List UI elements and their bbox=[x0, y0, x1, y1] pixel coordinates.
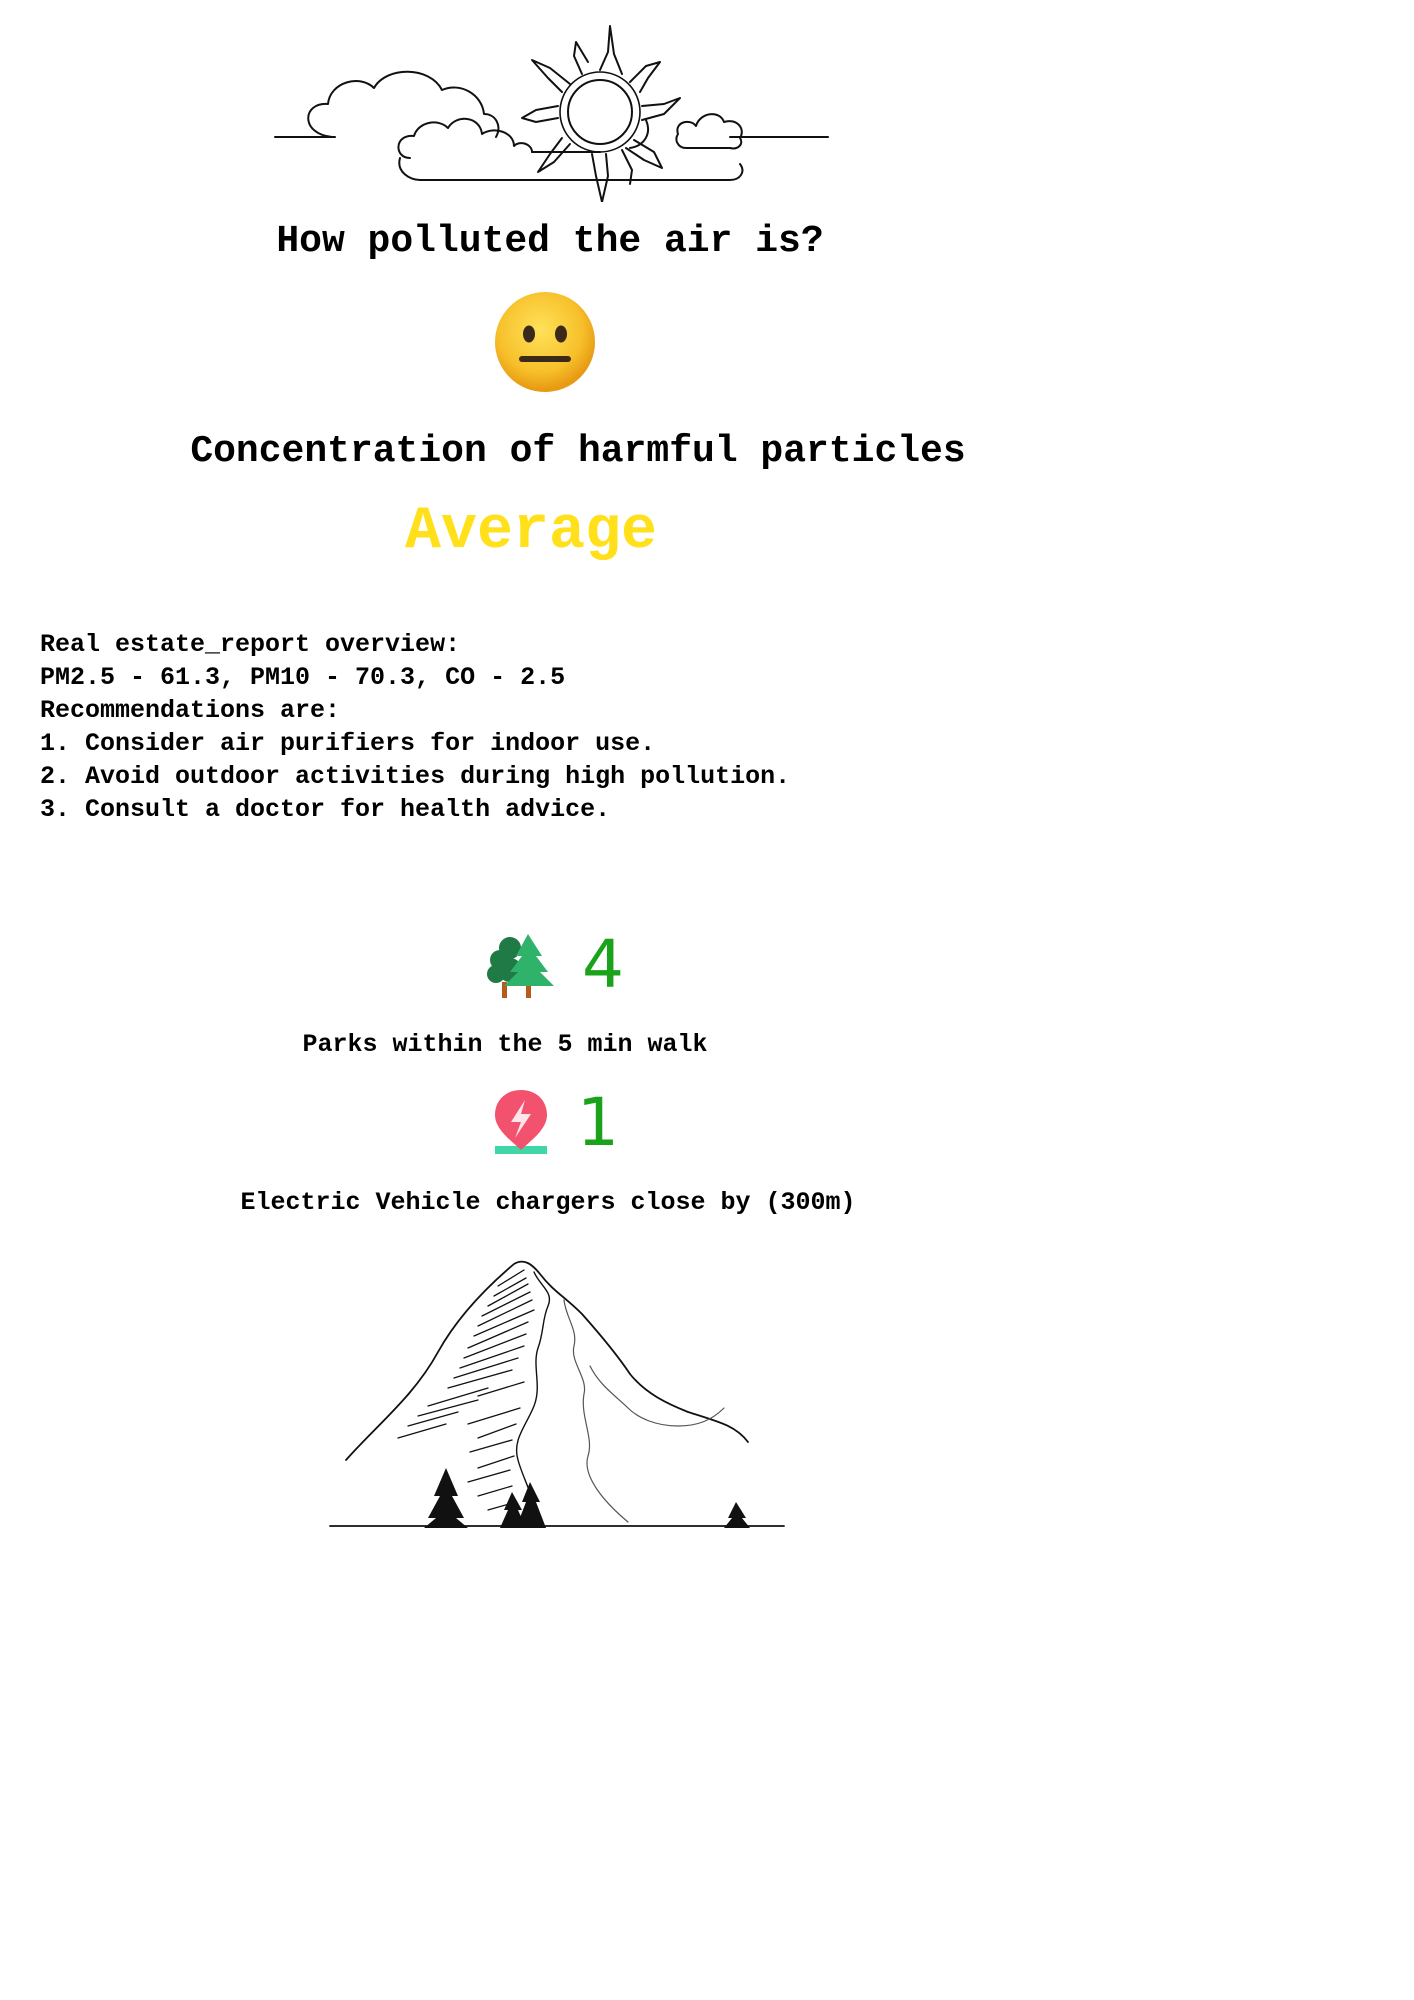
report-line: 1. Consider air purifiers for indoor use… bbox=[40, 729, 656, 758]
concentration-heading: Concentration of harmful particles bbox=[190, 430, 966, 473]
trees-icon bbox=[487, 933, 554, 998]
ev-chargers-label: Electric Vehicle chargers close by (300m… bbox=[240, 1188, 856, 1217]
parks-stat: 4 bbox=[0, 926, 1110, 1003]
ev-charger-pin-icon bbox=[495, 1089, 547, 1154]
mountain-illustration bbox=[329, 1260, 785, 1528]
report-overview: Real estate_report overview: PM2.5 - 61.3… bbox=[40, 628, 790, 826]
report-line: Real estate_report overview: bbox=[40, 630, 461, 659]
parks-label: Parks within the 5 min walk bbox=[302, 1030, 708, 1059]
report-line: PM2.5 - 61.3, PM10 - 70.3, CO - 2.5 bbox=[40, 663, 566, 692]
report-line: 2. Avoid outdoor activities during high … bbox=[40, 762, 791, 791]
sun-and-clouds-illustration bbox=[274, 25, 829, 202]
page-title: How polluted the air is? bbox=[276, 220, 824, 263]
neutral-face-icon bbox=[495, 292, 595, 392]
ev-chargers-count: 1 bbox=[577, 1084, 619, 1161]
report-line: 3. Consult a doctor for health advice. bbox=[40, 795, 611, 824]
parks-count: 4 bbox=[582, 926, 624, 1003]
pollution-level: Average bbox=[404, 498, 658, 566]
report-line: Recommendations are: bbox=[40, 696, 341, 725]
ev-chargers-stat: 1 bbox=[0, 1084, 1110, 1161]
